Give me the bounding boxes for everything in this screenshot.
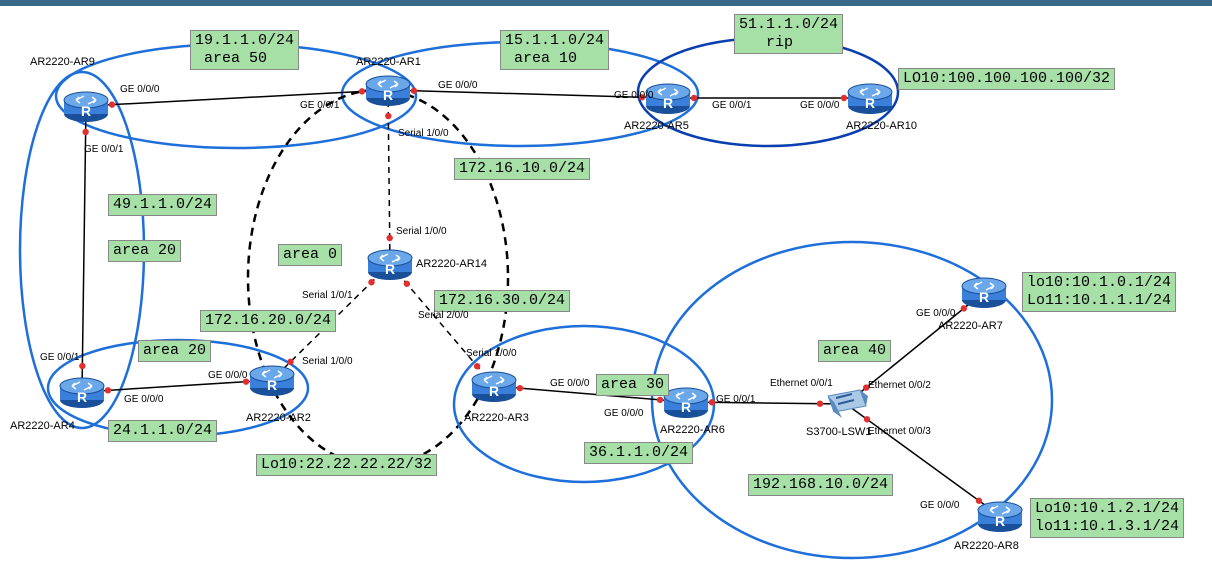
annotation-label: 192.168.10.0/24 — [748, 474, 893, 496]
interface-label: GE 0/0/1 — [716, 394, 755, 405]
annotation-label: 49.1.1.0/24 — [108, 194, 217, 216]
link-endpoint — [709, 399, 715, 405]
annotation-label: LO10:100.100.100.100/32 — [898, 68, 1115, 90]
annotation-label: 172.16.20.0/24 — [200, 310, 336, 332]
annotation-label: area 20 — [138, 340, 211, 362]
link-endpoint — [404, 281, 410, 287]
link-endpoint — [79, 363, 85, 369]
interface-label: GE 0/0/0 — [920, 500, 959, 511]
device-label: AR2220-AR7 — [938, 320, 1003, 332]
router-icon[interactable]: R — [848, 84, 892, 114]
link-endpoint — [359, 88, 365, 94]
router-icon[interactable]: R — [250, 366, 294, 396]
interface-label: Serial 1/0/0 — [398, 128, 449, 139]
interface-label: Serial 1/0/0 — [396, 226, 447, 237]
annotation-label: 172.16.30.0/24 — [434, 290, 570, 312]
device-label: AR2220-AR3 — [464, 412, 529, 424]
interface-label: GE 0/0/0 — [800, 100, 839, 111]
link-endpoint — [109, 101, 115, 107]
annotation-label: 24.1.1.0/24 — [108, 420, 217, 442]
annotation-label: 36.1.1.0/24 — [584, 442, 693, 464]
device-label: AR2220-AR9 — [30, 56, 95, 68]
interface-label: GE 0/0/0 — [916, 308, 955, 319]
svg-text:R: R — [383, 87, 393, 103]
annotation-label: Lo10:22.22.22.22/32 — [256, 454, 437, 476]
annotation-label: area 0 — [278, 244, 342, 266]
device-label: AR2220-AR4 — [10, 420, 75, 432]
interface-label: GE 0/0/1 — [40, 352, 79, 363]
interface-label: Ethernet 0/0/1 — [770, 378, 833, 389]
router-icon[interactable]: R — [60, 378, 104, 408]
link-endpoint — [82, 129, 88, 135]
interface-label: GE 0/0/0 — [604, 408, 643, 419]
interface-label: GE 0/0/0 — [614, 90, 653, 101]
svg-text:R: R — [995, 513, 1005, 529]
link-endpoint — [976, 498, 982, 504]
router-icon[interactable]: R — [64, 92, 108, 122]
interface-label: Ethernet 0/0/2 — [868, 380, 931, 391]
interface-label: Ethernet 0/0/3 — [868, 426, 931, 437]
annotation-label: 15.1.1.0/24 area 10 — [500, 30, 609, 70]
interface-label: GE 0/0/1 — [84, 144, 123, 155]
svg-text:R: R — [81, 103, 91, 119]
annotation-label: area 40 — [818, 340, 891, 362]
interface-label: GE 0/0/1 — [300, 100, 339, 111]
annotation-label: area 30 — [596, 374, 669, 396]
link-endpoint — [387, 235, 393, 241]
device-label: AR2220-AR6 — [660, 424, 725, 436]
interface-label: GE 0/0/0 — [550, 378, 589, 389]
svg-text:R: R — [979, 289, 989, 305]
annotation-label: area 20 — [108, 240, 181, 262]
svg-text:R: R — [77, 389, 87, 405]
link-endpoint — [368, 279, 374, 285]
interface-label: GE 0/0/0 — [124, 394, 163, 405]
annotation-label: Lo10:10.1.2.1/24 lo11:10.1.3.1/24 — [1030, 498, 1184, 538]
link-endpoint — [691, 95, 697, 101]
svg-text:R: R — [489, 383, 499, 399]
device-label: AR2220-AR10 — [846, 120, 917, 132]
device-label: AR2220-AR14 — [416, 258, 487, 270]
svg-text:R: R — [385, 261, 395, 277]
svg-text:R: R — [865, 95, 875, 111]
link-endpoint — [287, 359, 293, 365]
link-endpoint — [961, 305, 967, 311]
interface-label: GE 0/0/0 — [120, 84, 159, 95]
interface-label: GE 0/0/0 — [208, 370, 247, 381]
link-endpoint — [517, 385, 523, 391]
interface-label: Serial 1/0/0 — [302, 356, 353, 367]
device-label: AR2220-AR5 — [624, 120, 689, 132]
router-icon[interactable]: R — [962, 278, 1006, 308]
router-icon[interactable]: R — [472, 372, 516, 402]
interface-label: Serial 1/0/1 — [302, 290, 353, 301]
device-label: AR2220-AR1 — [356, 56, 421, 68]
annotation-label: 51.1.1.0/24 rip — [734, 14, 843, 54]
link-endpoint — [864, 416, 870, 422]
router-icon[interactable]: R — [366, 76, 410, 106]
device-label: S3700-LSW1 — [806, 426, 871, 438]
link-endpoint — [657, 397, 663, 403]
interface-label: Serial 1/0/0 — [466, 348, 517, 359]
link-endpoint — [841, 95, 847, 101]
svg-text:R: R — [267, 377, 277, 393]
router-icon[interactable]: R — [664, 388, 708, 418]
link-endpoint — [411, 88, 417, 94]
annotation-label: 19.1.1.0/24 area 50 — [190, 30, 299, 70]
interface-label: GE 0/0/0 — [438, 80, 477, 91]
link-endpoint — [385, 113, 391, 119]
svg-text:R: R — [663, 95, 673, 111]
interface-label: Serial 2/0/0 — [418, 310, 469, 321]
device-label: AR2220-AR8 — [954, 540, 1019, 552]
annotation-label: lo10:10.1.0.1/24 Lo11:10.1.1.1/24 — [1022, 272, 1176, 312]
router-icon[interactable]: R — [978, 502, 1022, 532]
interface-label: GE 0/0/1 — [712, 100, 751, 111]
link-endpoint — [817, 400, 823, 406]
link-endpoint — [474, 363, 480, 369]
annotation-label: 172.16.10.0/24 — [454, 158, 590, 180]
device-label: AR2220-AR2 — [246, 412, 311, 424]
switch-icon[interactable] — [828, 390, 868, 418]
svg-text:R: R — [681, 399, 691, 415]
router-icon[interactable]: R — [368, 250, 412, 280]
link-endpoint — [105, 387, 111, 393]
